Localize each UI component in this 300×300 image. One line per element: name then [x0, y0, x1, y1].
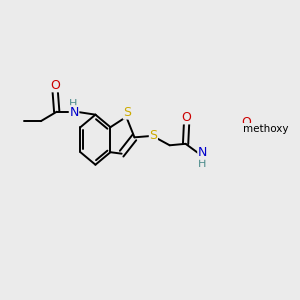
Text: O: O — [50, 79, 60, 92]
Text: H: H — [69, 99, 77, 110]
Text: O: O — [182, 111, 191, 124]
Text: N: N — [198, 146, 207, 159]
Text: S: S — [123, 106, 131, 119]
Text: S: S — [149, 129, 158, 142]
Text: N: N — [69, 106, 79, 119]
Text: O: O — [242, 116, 252, 129]
Text: methoxy: methoxy — [243, 124, 289, 134]
Text: H: H — [198, 159, 207, 169]
